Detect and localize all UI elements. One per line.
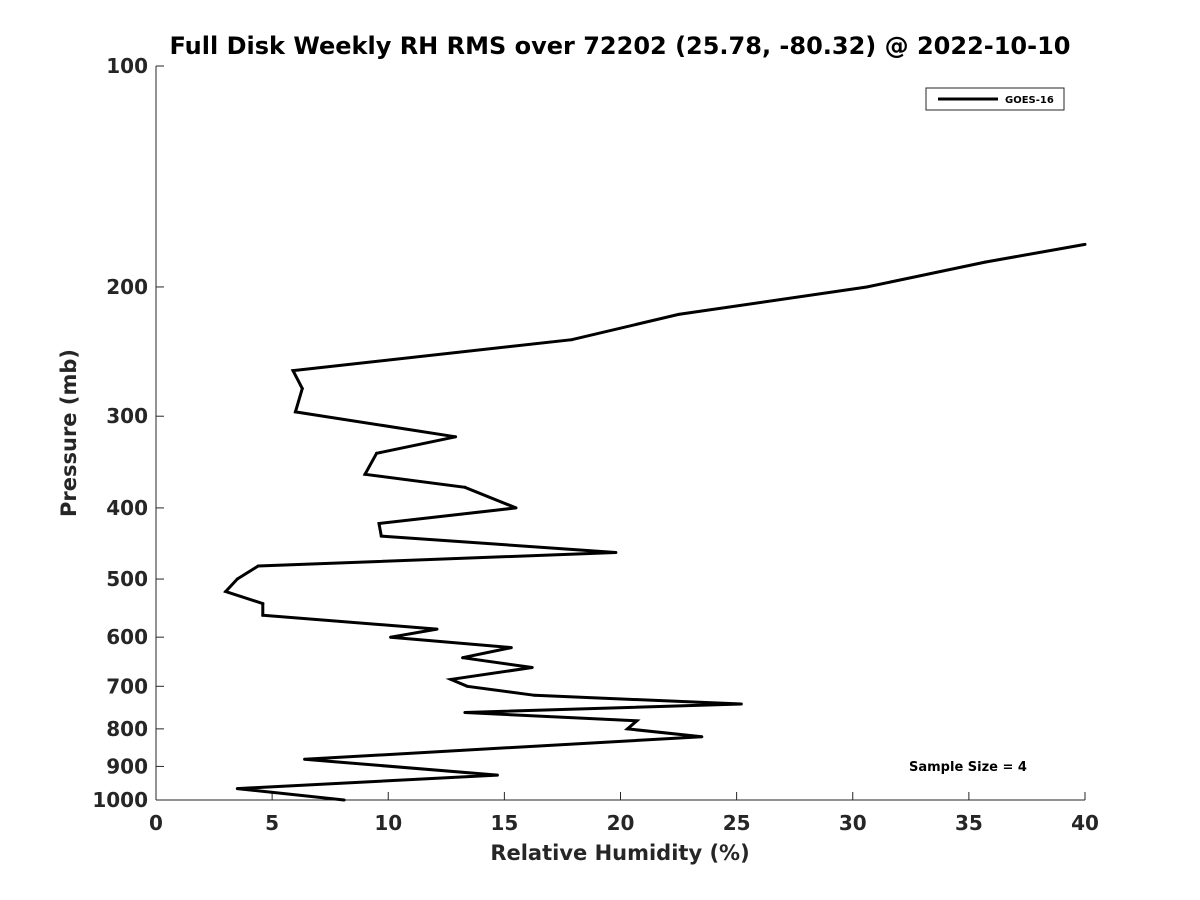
data-point xyxy=(614,551,618,554)
data-point xyxy=(379,534,383,538)
data-point xyxy=(291,369,295,373)
data-point xyxy=(300,387,304,390)
data-point xyxy=(293,410,297,414)
x-tick-label: 15 xyxy=(490,811,518,835)
data-point xyxy=(465,684,469,688)
y-tick-label: 700 xyxy=(106,674,148,698)
y-tick-label: 900 xyxy=(106,754,148,778)
data-point xyxy=(626,727,629,731)
x-tick-label: 35 xyxy=(955,811,983,835)
data-point xyxy=(635,719,639,723)
data-point xyxy=(495,773,499,777)
y-tick-label: 1000 xyxy=(92,788,148,812)
y-axis-ticks: 100 200 300 400 500 600 700 800 900 1000 xyxy=(92,54,164,812)
data-point xyxy=(363,472,367,476)
data-point xyxy=(514,506,518,510)
y-tick-label: 500 xyxy=(106,567,148,591)
data-point xyxy=(342,798,346,802)
x-axis-ticks: 0 5 10 15 20 25 30 35 40 xyxy=(149,792,1099,835)
y-tick-label: 200 xyxy=(106,275,148,299)
y-tick-label: 300 xyxy=(106,404,148,428)
sample-size-annotation: Sample Size = 4 xyxy=(909,760,1027,775)
data-point xyxy=(463,711,467,714)
x-tick-label: 30 xyxy=(839,811,867,835)
data-point xyxy=(449,677,453,681)
data-point xyxy=(454,435,458,439)
series-layer xyxy=(223,242,1087,802)
data-point xyxy=(235,787,239,791)
data-point xyxy=(389,635,393,639)
data-point xyxy=(533,693,537,697)
data-point xyxy=(530,666,534,669)
data-point xyxy=(235,577,239,581)
x-axis-label: Relative Humidity (%) xyxy=(490,841,749,865)
data-point xyxy=(983,260,987,264)
data-point xyxy=(256,564,260,568)
data-point xyxy=(570,338,574,342)
x-tick-label: 25 xyxy=(723,811,751,835)
y-axis-label: Pressure (mb) xyxy=(57,349,81,517)
data-point xyxy=(677,312,681,316)
data-point xyxy=(261,613,265,617)
x-tick-label: 40 xyxy=(1071,811,1099,835)
data-point xyxy=(700,735,704,739)
y-tick-label: 400 xyxy=(106,496,148,520)
data-point xyxy=(375,451,379,455)
y-tick-label: 100 xyxy=(106,54,148,78)
data-point xyxy=(865,285,869,289)
data-point xyxy=(509,646,513,650)
x-tick-label: 20 xyxy=(607,811,635,835)
legend: GOES-16 xyxy=(925,87,1065,111)
data-point xyxy=(461,656,465,660)
x-tick-label: 5 xyxy=(265,811,279,835)
data-point xyxy=(435,627,439,631)
chart-title: Full Disk Weekly RH RMS over 72202 (25.7… xyxy=(169,32,1070,60)
data-point xyxy=(303,757,307,761)
y-tick-label: 800 xyxy=(106,717,148,741)
data-point xyxy=(463,485,467,489)
data-point xyxy=(1083,242,1087,246)
plot-area xyxy=(156,66,1085,800)
series-line-goes-16 xyxy=(223,242,1086,802)
data-point xyxy=(261,602,265,606)
x-tick-label: 0 xyxy=(149,811,163,835)
y-tick-label: 600 xyxy=(106,625,148,649)
data-point xyxy=(224,590,228,593)
legend-entry-goes-16: GOES-16 xyxy=(1005,95,1054,106)
x-tick-label: 10 xyxy=(374,811,402,835)
data-point xyxy=(739,702,743,706)
data-point xyxy=(377,522,381,525)
